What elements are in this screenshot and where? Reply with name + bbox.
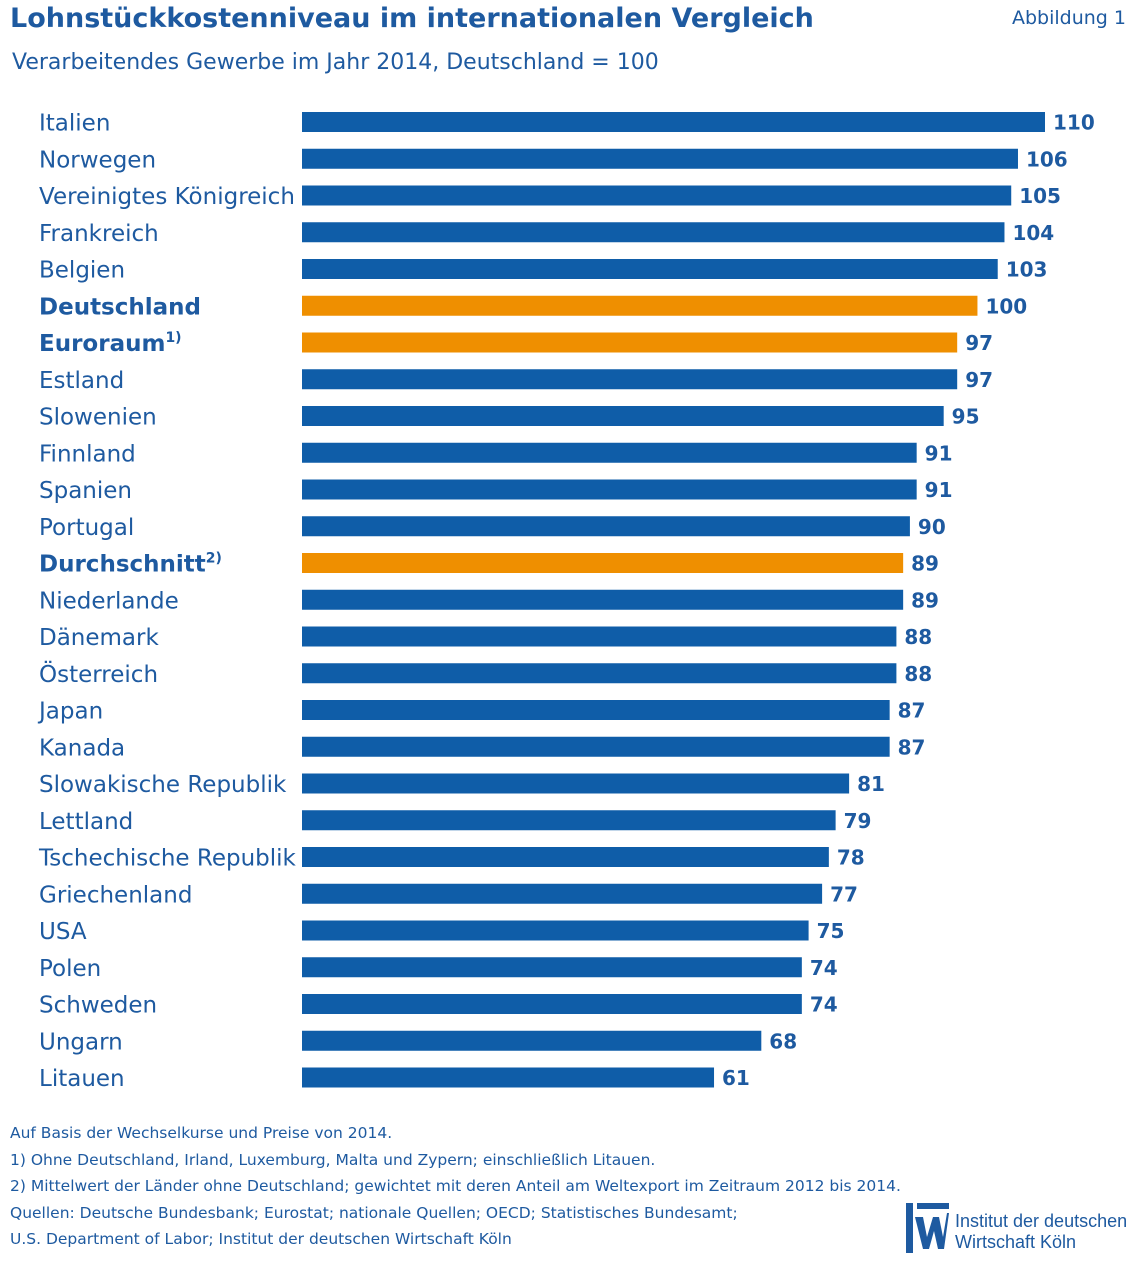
bar-oesterreich — [302, 663, 897, 684]
value-label-niederlande: 89 — [911, 588, 939, 612]
value-label-kanada: 87 — [898, 735, 926, 759]
category-label-deutschland: Deutschland — [39, 294, 201, 320]
bar-polen — [302, 957, 802, 978]
category-label-italien: Italien — [39, 111, 110, 137]
bar-spanien — [302, 479, 917, 500]
value-label-norwegen: 106 — [1026, 147, 1068, 171]
chart-subtitle: Verarbeitendes Gewerbe im Jahr 2014, Deu… — [12, 50, 659, 75]
bar-vereinigtes-koenigreich — [302, 185, 1012, 206]
category-label-litauen: Litauen — [39, 1066, 125, 1092]
iw-logo-line1: Institut der deutschen — [955, 1211, 1128, 1231]
iw-logo-icon — [906, 1203, 949, 1253]
value-label-euroraum: 97 — [965, 331, 993, 355]
bar-litauen — [302, 1067, 715, 1088]
value-label-slowenien: 95 — [952, 405, 980, 429]
value-label-tschechische-republik: 78 — [837, 846, 865, 870]
category-label-lettland: Lettland — [39, 809, 133, 835]
bar-euroraum — [302, 332, 958, 353]
category-label-durchschnitt: Durchschnitt2) — [39, 551, 222, 578]
category-label-frankreich: Frankreich — [39, 221, 159, 247]
bar-slowakische-republik — [302, 773, 850, 794]
bar-tschechische-republik — [302, 847, 829, 867]
value-label-ungarn: 68 — [769, 1029, 797, 1053]
value-label-estland: 97 — [965, 368, 993, 392]
bar-italien — [302, 112, 1045, 132]
category-label-vereinigtes-koenigreich: Vereinigtes Königreich — [39, 184, 295, 210]
category-label-polen: Polen — [39, 956, 101, 982]
value-label-frankreich: 104 — [1012, 221, 1054, 245]
value-label-litauen: 61 — [722, 1066, 750, 1090]
footnote-1: 1) Ohne Deutschland, Irland, Luxemburg, … — [10, 1150, 656, 1169]
bar-estland — [302, 369, 958, 390]
bar-schweden — [302, 994, 802, 1014]
bar-japan — [302, 700, 890, 720]
bar-norwegen — [302, 148, 1018, 169]
value-label-polen: 74 — [810, 956, 838, 980]
value-label-durchschnitt: 89 — [911, 552, 939, 576]
value-label-vereinigtes-koenigreich: 105 — [1019, 184, 1061, 208]
bar-lettland — [302, 810, 836, 831]
bar-chart: Italien 110 Norwegen 106 Vereinigtes Königre… — [37, 111, 1095, 1093]
category-label-slowakische-republik: Slowakische Republik — [39, 772, 287, 798]
category-label-euroraum: Euroraum1) — [39, 330, 182, 357]
bar-belgien — [302, 259, 998, 279]
category-label-finnland: Finnland — [39, 441, 136, 467]
chart-title: Lohnstückkostenniveau im internationalen… — [10, 3, 814, 34]
figure-label: Abbildung 1 — [1011, 7, 1126, 29]
sources-line-1: Quellen: Deutsche Bundesbank; Eurostat; … — [10, 1203, 738, 1222]
category-label-schweden: Schweden — [39, 993, 157, 1019]
bar-finnland — [302, 442, 917, 463]
value-label-japan: 87 — [898, 699, 926, 723]
value-label-usa: 75 — [817, 919, 845, 943]
value-label-oesterreich: 88 — [904, 662, 932, 686]
bar-daenemark — [302, 626, 897, 647]
category-label-kanada: Kanada — [39, 735, 125, 761]
category-label-spanien: Spanien — [39, 478, 132, 504]
value-label-lettland: 79 — [844, 809, 872, 833]
category-label-slowenien: Slowenien — [39, 405, 157, 431]
category-label-usa: USA — [39, 919, 87, 945]
value-label-spanien: 91 — [925, 478, 953, 502]
bar-frankreich — [302, 222, 1005, 243]
value-label-belgien: 103 — [1006, 258, 1048, 282]
value-label-deutschland: 100 — [985, 294, 1027, 318]
category-label-tschechische-republik: Tschechische Republik — [38, 846, 297, 872]
bar-niederlande — [302, 589, 904, 610]
iw-logo-text: Institut der deutschen Wirtschaft Köln — [955, 1211, 1127, 1253]
footnote-2: 2) Mittelwert der Länder ohne Deutschlan… — [10, 1177, 901, 1195]
bar-griechenland — [302, 883, 823, 904]
iw-logo: Institut der deutschen Wirtschaft Köln — [903, 1203, 1135, 1258]
value-label-portugal: 90 — [918, 515, 946, 539]
category-label-oesterreich: Österreich — [39, 660, 158, 688]
category-label-norwegen: Norwegen — [39, 147, 156, 173]
category-label-estland: Estland — [39, 368, 124, 394]
bar-slowenien — [302, 406, 944, 426]
value-label-schweden: 74 — [810, 993, 838, 1017]
value-label-daenemark: 88 — [904, 625, 932, 649]
footnote-basis: Auf Basis der Wechselkurse und Preise vo… — [10, 1124, 393, 1142]
bar-portugal — [302, 516, 910, 537]
category-label-belgien: Belgien — [39, 258, 125, 284]
value-label-italien: 110 — [1053, 111, 1095, 135]
sources-line-2: U.S. Department of Labor; Institut der d… — [10, 1230, 512, 1248]
value-label-finnland: 91 — [925, 441, 953, 465]
iw-logo-line2: Wirtschaft Köln — [955, 1232, 1077, 1252]
value-label-slowakische-republik: 81 — [857, 772, 885, 796]
category-label-griechenland: Griechenland — [39, 882, 192, 908]
bar-kanada — [302, 736, 890, 757]
bar-usa — [302, 920, 809, 941]
category-label-daenemark: Dänemark — [39, 625, 159, 651]
category-label-ungarn: Ungarn — [39, 1029, 123, 1055]
category-label-niederlande: Niederlande — [39, 588, 179, 614]
bar-ungarn — [302, 1030, 762, 1051]
category-label-japan: Japan — [37, 699, 103, 725]
category-label-portugal: Portugal — [39, 515, 134, 541]
footnotes: Auf Basis der Wechselkurse und Preise vo… — [10, 1120, 901, 1253]
bar-deutschland — [302, 295, 978, 316]
value-label-griechenland: 77 — [830, 882, 858, 906]
bar-durchschnitt — [302, 553, 904, 573]
